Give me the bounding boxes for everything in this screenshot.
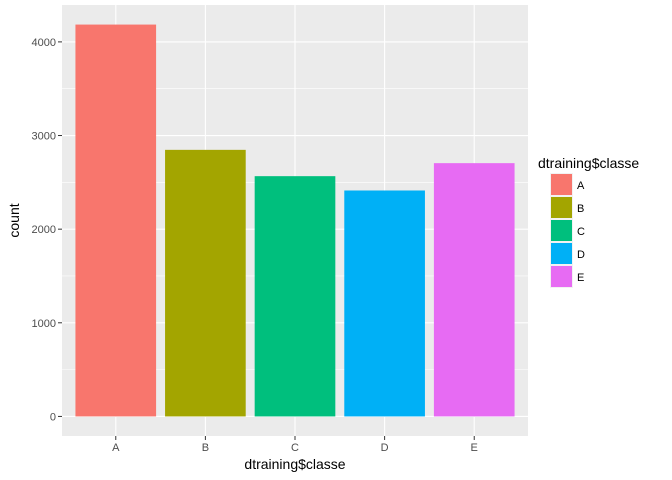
legend-swatch-D — [551, 243, 572, 264]
x-tick-label: B — [202, 442, 209, 454]
y-tick-label: 4000 — [32, 37, 56, 49]
bar-E — [433, 163, 515, 417]
legend-swatch-A — [551, 174, 572, 195]
bar-D — [344, 190, 425, 417]
legend-title: dtraining$classe — [538, 155, 639, 171]
bar-B — [165, 149, 246, 417]
y-axis-ticks: 0 1000 2000 3000 4000 — [32, 37, 62, 423]
bar-A — [75, 24, 157, 417]
x-tick-label: E — [471, 442, 478, 454]
legend-swatch-B — [551, 197, 572, 218]
legend-label: B — [577, 203, 584, 215]
x-axis-ticks: A B C D E — [112, 436, 478, 454]
y-axis-title: count — [6, 203, 22, 237]
legend-swatch-E — [551, 266, 572, 287]
legend-label: E — [577, 272, 584, 284]
x-axis-title: dtraining$classe — [244, 456, 345, 472]
legend-label: A — [577, 180, 585, 192]
x-tick-label: D — [381, 442, 389, 454]
legend-swatch-C — [551, 220, 572, 241]
y-tick-label: 2000 — [32, 224, 56, 236]
legend-label: C — [577, 226, 585, 238]
y-tick-label: 1000 — [32, 318, 56, 330]
y-tick-label: 0 — [50, 411, 56, 423]
x-tick-label: A — [112, 442, 120, 454]
x-tick-label: C — [291, 442, 299, 454]
legend-label: D — [577, 249, 585, 261]
y-tick-label: 3000 — [32, 131, 56, 143]
bar-C — [254, 176, 336, 417]
bars — [75, 24, 515, 417]
